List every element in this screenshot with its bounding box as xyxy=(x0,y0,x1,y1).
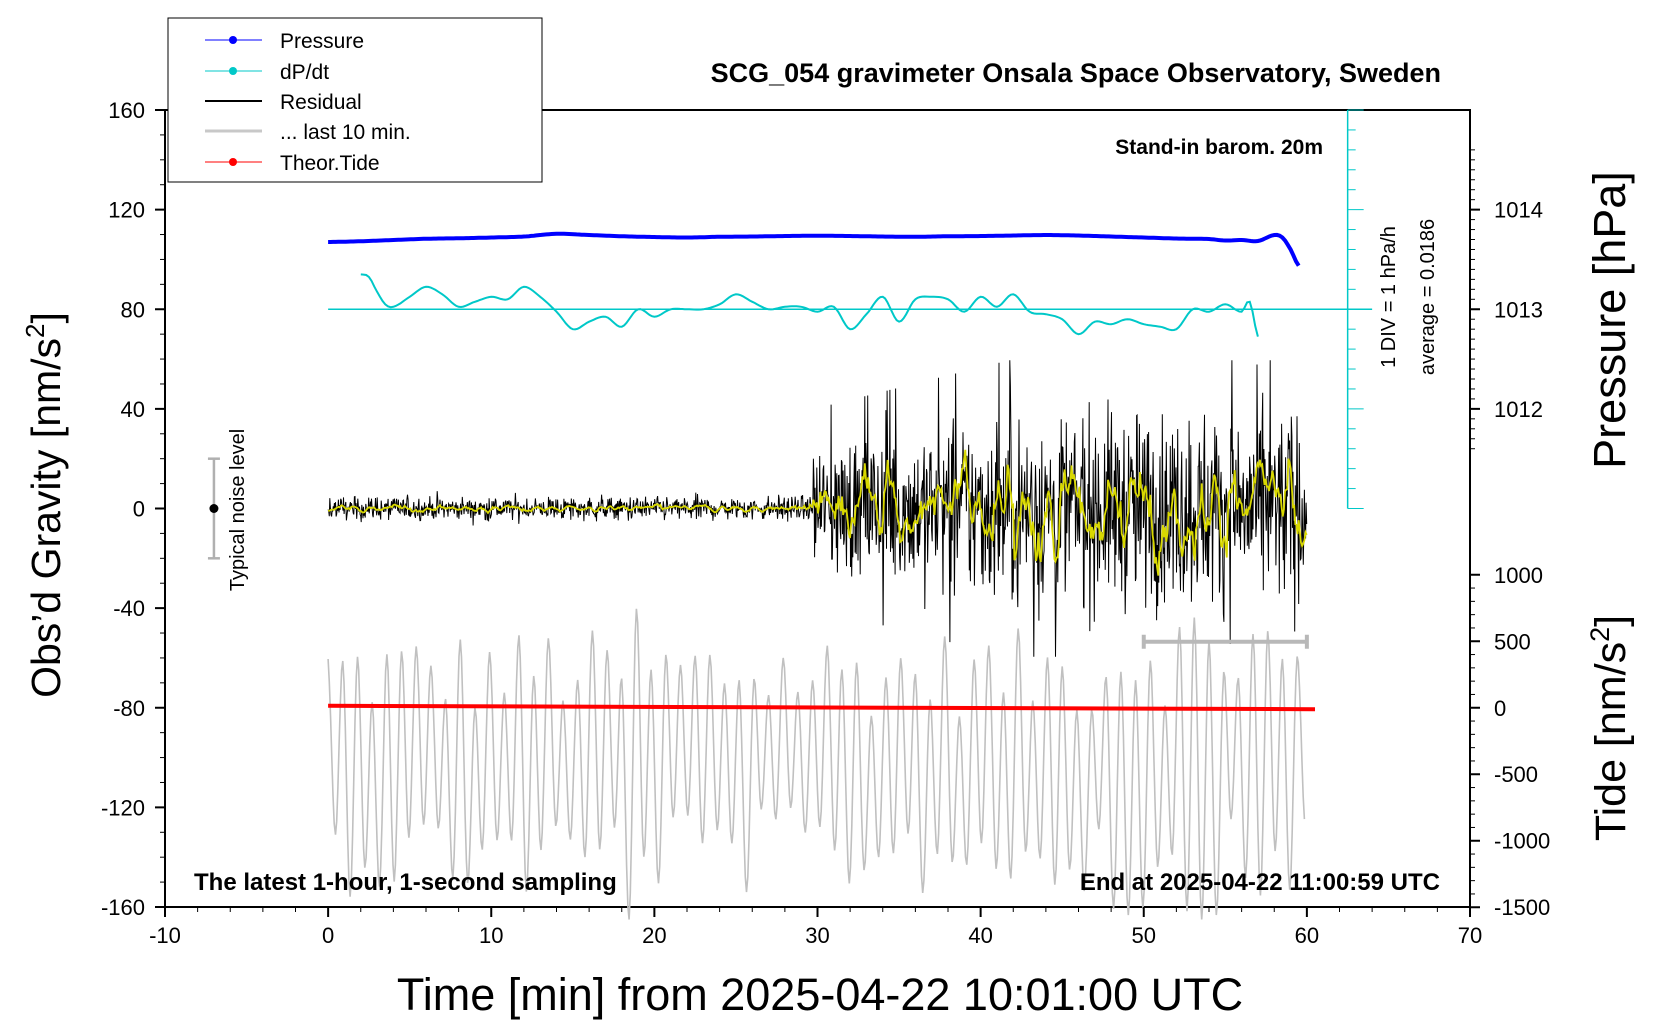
tide-tick-label: -500 xyxy=(1494,762,1538,787)
pressure-series xyxy=(328,231,1301,267)
y-tick-label: -160 xyxy=(101,895,145,920)
legend-tide-marker xyxy=(229,158,237,166)
chart-overlay xyxy=(207,457,1309,649)
tide-axis-label-base: Tide [nm/s xyxy=(1587,642,1635,841)
x-tick-label: 60 xyxy=(1295,923,1319,948)
residual-smoothed-series xyxy=(328,449,1308,576)
y-tick-label: -120 xyxy=(101,795,145,820)
end-time-note: End at 2025-04-22 11:00:59 UTC xyxy=(1080,869,1440,896)
chart-title: SCG_054 gravimeter Onsala Space Observat… xyxy=(711,58,1441,88)
pressure-axis-label: Pressure [hPa] xyxy=(1584,171,1635,469)
legend-last10-label: ... last 10 min. xyxy=(280,121,411,144)
tide-tick-label: 500 xyxy=(1494,629,1531,654)
last-10-min-series xyxy=(327,608,1306,920)
tide-tick-label: 1000 xyxy=(1494,563,1543,588)
x-axis-label: Time [min] from 2025-04-22 10:01:00 UTC xyxy=(397,969,1243,1020)
tide-line xyxy=(328,703,1316,712)
x-tick-label: 40 xyxy=(968,923,992,948)
noise-level-note: Typical noise level xyxy=(227,429,249,591)
y-tick-label: -80 xyxy=(113,696,145,721)
tide-tick-label: -1500 xyxy=(1494,895,1550,920)
legend-tide-label: Theor.Tide xyxy=(280,152,380,175)
y-tick-label: 80 xyxy=(121,297,145,322)
last-10-min-line xyxy=(327,608,1306,920)
y-axis-label-end: ] xyxy=(23,312,69,323)
x-tick-label: 0 xyxy=(322,923,334,948)
sampling-note: The latest 1-hour, 1-second sampling xyxy=(194,869,617,896)
y-tick-label: 160 xyxy=(108,98,145,123)
dpdt-series xyxy=(328,109,1373,509)
tide-axis-label: Tide [nm/s2] xyxy=(1585,615,1635,841)
pressure-line xyxy=(328,231,1301,267)
tide-series xyxy=(328,703,1316,712)
y-tick-label: 120 xyxy=(108,198,145,223)
x-tick-label: 70 xyxy=(1458,923,1482,948)
x-tick-label: 20 xyxy=(642,923,666,948)
x-tick-label: 10 xyxy=(479,923,503,948)
div-scale-note: 1 DIV = 1 hPa/h xyxy=(1378,226,1400,368)
x-tick-label: -10 xyxy=(149,923,181,948)
residual-smoothed-line xyxy=(328,449,1308,576)
legend-residual-label: Residual xyxy=(280,91,362,114)
y-tick-label: 40 xyxy=(121,397,145,422)
dpdt-line xyxy=(360,273,1259,337)
legend-dpdt-marker xyxy=(229,67,237,75)
y-axis-label: Obs’d Gravity [nm/s2] xyxy=(20,312,69,698)
x-tick-label: 50 xyxy=(1132,923,1156,948)
legend-dpdt-label: dP/dt xyxy=(280,61,329,84)
tide-axis-label-sup: 2 xyxy=(1585,627,1615,642)
tide-axis-label-end: ] xyxy=(1587,615,1635,627)
y-tick-label: -40 xyxy=(113,596,145,621)
x-tick-label: 30 xyxy=(805,923,829,948)
axis-ticks: -10 0 10 20 30 40 50 60 70 160 120 80 40 0 -40 -80 -120 -… xyxy=(101,98,1550,948)
pressure-tick-label: 1012 xyxy=(1494,397,1543,422)
y-axis-label-sup: 2 xyxy=(20,323,50,337)
legend-pressure-marker xyxy=(229,36,237,44)
y-axis-label-base: Obs’d Gravity [nm/s xyxy=(23,338,69,698)
barometer-note: Stand-in barom. 20m xyxy=(1115,136,1323,159)
average-note: average = 0.0186 xyxy=(1417,219,1439,375)
legend-pressure-label: Pressure xyxy=(280,30,364,53)
tide-tick-label: -1000 xyxy=(1494,829,1550,854)
legend: Pressure dP/dt Residual ... last 10 min.… xyxy=(167,17,543,183)
pressure-tick-label: 1013 xyxy=(1494,297,1543,322)
pressure-tick-label: 1014 xyxy=(1494,198,1543,223)
y-tick-label: 0 xyxy=(133,497,145,522)
tide-tick-label: 0 xyxy=(1494,696,1506,721)
noise-bar-center xyxy=(209,504,219,513)
